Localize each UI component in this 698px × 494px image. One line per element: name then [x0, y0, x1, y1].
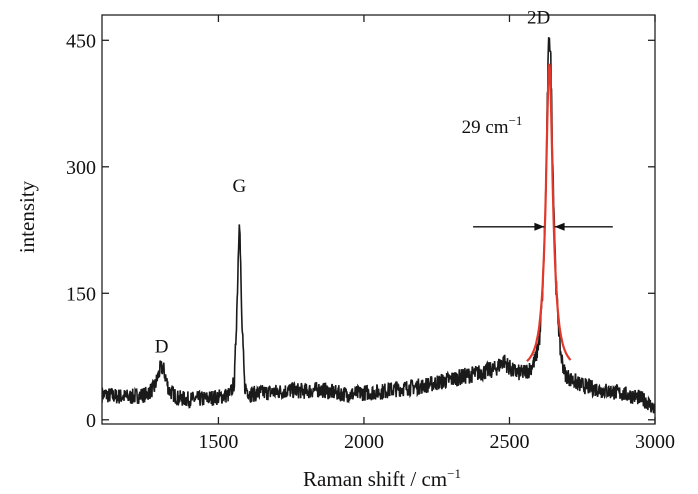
ticks: 1500 2000 2500 3000 0 150 300 450	[66, 15, 675, 453]
peak-label: G	[233, 176, 247, 197]
plot-lines	[102, 37, 655, 414]
x-tick-label: 3000	[635, 431, 675, 453]
plot-frame	[101, 14, 656, 425]
x-tick-label: 2000	[344, 431, 384, 453]
fwhm-arrow-left	[473, 222, 545, 231]
peak-label: 2D	[527, 7, 550, 28]
axes	[101, 14, 656, 425]
fwhm-arrow-right-head	[554, 222, 565, 231]
x-tick-label: 1500	[198, 431, 238, 453]
annotations: D G 2D 29 cm−1	[155, 7, 613, 357]
y-tick-label: 300	[66, 157, 96, 179]
peak-label: D	[155, 336, 169, 357]
x-axis-title: Raman shift / cm−1	[303, 466, 461, 491]
fwhm-arrow-left-head	[534, 222, 545, 231]
y-tick-label: 150	[66, 283, 96, 305]
y-tick-label: 0	[86, 410, 96, 432]
x-tick-label: 2500	[489, 431, 529, 453]
y-tick-label: 450	[66, 30, 96, 52]
peak-label: 29 cm−1	[462, 113, 523, 138]
fit-line	[526, 63, 572, 362]
fwhm-arrow-right	[554, 222, 613, 231]
spectrum-line	[102, 37, 655, 414]
y-axis-title: intensity	[15, 180, 39, 253]
